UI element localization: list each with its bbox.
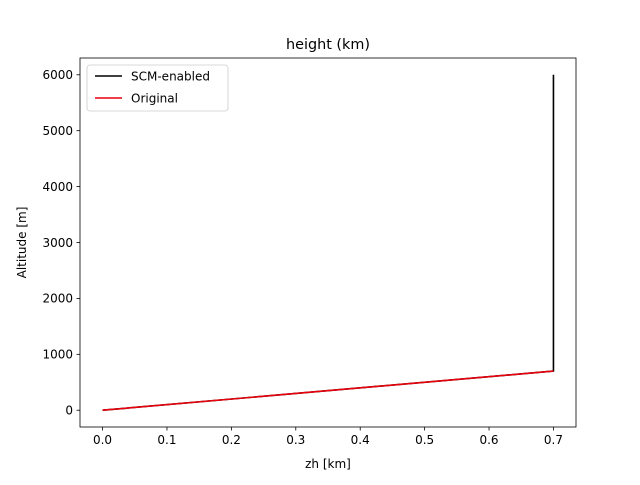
x-tick-label: 0.2 (222, 433, 241, 447)
axes-frame (79, 57, 577, 428)
x-axis-ticks: 0.0 0.1 0.2 0.3 0.4 0.5 0.6 0.7 (93, 427, 563, 447)
x-tick-label: 0.7 (544, 433, 563, 447)
x-tick-label: 0.3 (286, 433, 305, 447)
x-tick-label: 0.4 (351, 433, 370, 447)
y-tick-label: 2000 (42, 292, 73, 306)
x-axis-label: zh [km] (305, 457, 351, 471)
series-layer (102, 74, 555, 412)
x-tick-label: 0.0 (93, 433, 112, 447)
legend-label: SCM-enabled (131, 69, 210, 83)
y-tick-label: 0 (65, 404, 73, 418)
x-tick-label: 0.5 (415, 433, 434, 447)
series-line-original (102, 370, 554, 412)
x-tick-label: 0.6 (479, 433, 498, 447)
x-tick-label: 0.1 (157, 433, 176, 447)
chart-title: height (km) (286, 37, 370, 53)
y-tick-label: 3000 (42, 236, 73, 250)
legend-box (86, 64, 229, 112)
y-tick-label: 6000 (42, 68, 73, 82)
legend-label: Original (131, 91, 178, 105)
y-tick-label: 5000 (42, 124, 73, 138)
y-tick-label: 1000 (42, 348, 73, 362)
y-tick-label: 4000 (42, 180, 73, 194)
y-axis-ticks: 0 1000 2000 3000 4000 5000 6000 (42, 68, 80, 418)
legend: SCM-enabled Original (86, 64, 229, 112)
y-axis-label: Altitude [m] (15, 207, 29, 279)
